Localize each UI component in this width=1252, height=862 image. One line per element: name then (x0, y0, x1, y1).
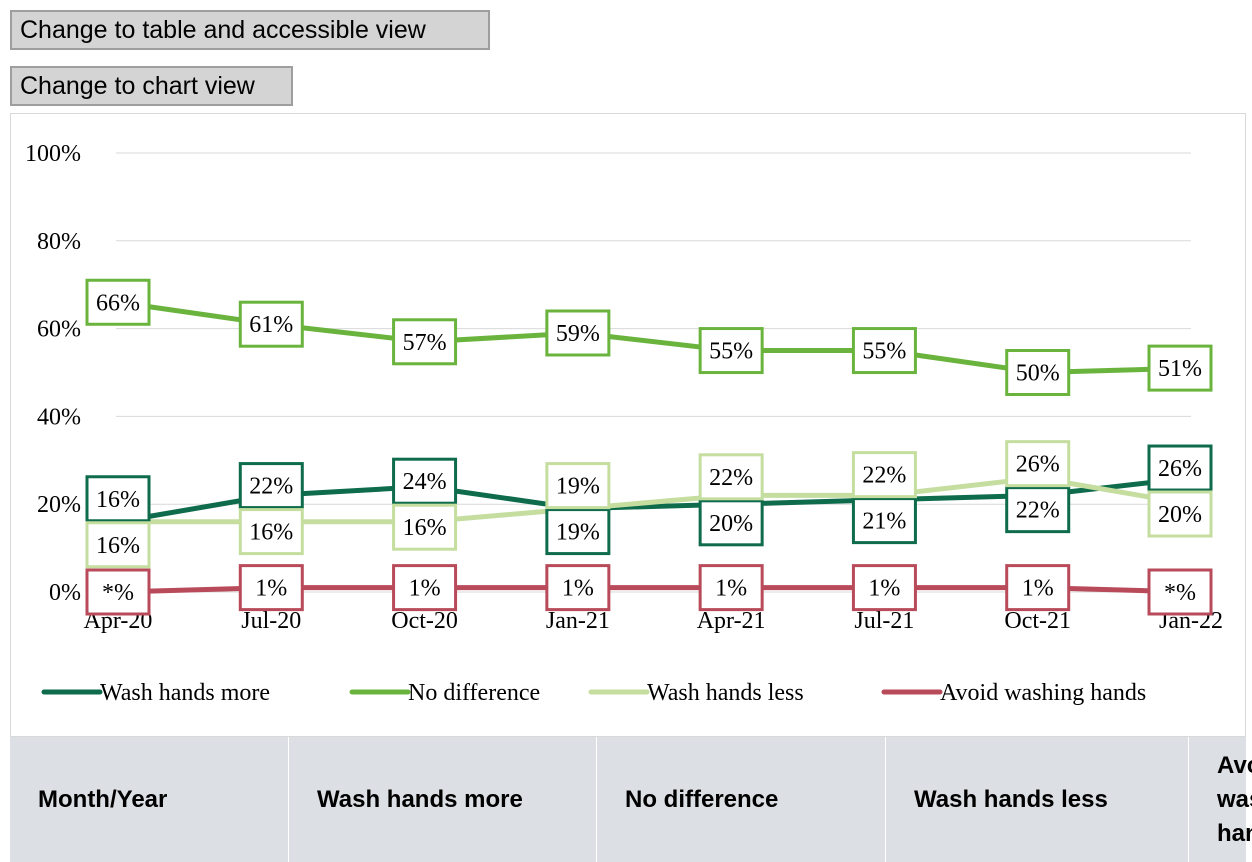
data-label-box (85, 568, 151, 616)
data-label: 1% (255, 576, 287, 602)
data-label-box (1147, 444, 1213, 492)
data-label: 20% (709, 511, 753, 537)
legend-label-avoid-washing-hands: Avoid washing hands (940, 680, 1146, 706)
data-label: 16% (96, 487, 140, 513)
table-header-row: Month/Year Wash hands more No difference… (10, 737, 1252, 862)
data-label: 57% (403, 330, 447, 356)
data-label: 22% (862, 463, 906, 489)
data-label: 19% (556, 520, 600, 546)
data-label-box (238, 462, 304, 510)
data-label-box (698, 564, 764, 612)
data-label-box (1005, 564, 1071, 612)
header-wash-hands-more: Wash hands more (288, 737, 597, 862)
data-label-box (1147, 344, 1213, 392)
x-tick-label: Jan-21 (546, 608, 610, 634)
data-label-box (698, 499, 764, 547)
data-label: 1% (715, 576, 747, 602)
y-tick-label: 100% (25, 141, 81, 167)
data-label: 16% (249, 520, 293, 546)
data-label: 20% (1158, 502, 1202, 528)
data-label-box (851, 564, 917, 612)
x-tick-label: Jul-20 (241, 608, 301, 634)
data-label-box (392, 318, 458, 366)
data-label: 1% (868, 576, 900, 602)
chart-panel: 0% 20% 40% 60% 80% 100% Apr-20 Jul-20 Oct-20 Jan-… (10, 113, 1246, 737)
legend-label-no-difference: No difference (408, 680, 540, 706)
header-month-year: Month/Year (38, 785, 168, 813)
data-label-box (545, 462, 611, 510)
data-label-box (851, 497, 917, 545)
data-label: 1% (1022, 576, 1054, 602)
data-label: *% (1164, 580, 1196, 606)
x-tick-label: Apr-21 (697, 608, 766, 634)
data-label-box (238, 300, 304, 348)
data-label: 16% (403, 515, 447, 541)
legend-label-wash-hands-more: Wash hands more (100, 680, 270, 706)
chart-view-button[interactable]: Change to chart view (10, 66, 293, 106)
data-label-box (698, 453, 764, 501)
data-label: *% (102, 580, 134, 606)
x-tick-label: Oct-21 (1004, 608, 1071, 634)
data-label: 55% (709, 339, 753, 365)
legend-label-wash-hands-less: Wash hands less (647, 680, 804, 706)
data-label-box (545, 564, 611, 612)
data-label-box (392, 457, 458, 505)
data-label: 16% (96, 533, 140, 559)
data-label: 66% (96, 290, 140, 316)
data-table: Month/Year Wash hands more No difference… (10, 737, 1252, 862)
data-label: 55% (862, 339, 906, 365)
data-label-box (392, 564, 458, 612)
data-label-box (1005, 440, 1071, 488)
data-label-box (238, 508, 304, 556)
table-view-button[interactable]: Change to table and accessible view (10, 10, 490, 50)
data-label: 26% (1016, 452, 1060, 478)
data-label-box (238, 564, 304, 612)
data-label: 21% (862, 509, 906, 535)
y-tick-label: 80% (37, 229, 81, 255)
data-label: 50% (1016, 361, 1060, 387)
data-label-box (545, 309, 611, 357)
data-label-box (392, 503, 458, 551)
data-label: 1% (562, 576, 594, 602)
y-tick-label: 40% (37, 404, 81, 430)
line-chart: 0%20%40%60%80%100%Apr-20 Jul-20 Oct-20 Jan-… (25, 141, 1223, 706)
header-no-difference: No difference (596, 737, 886, 862)
data-label-box (85, 475, 151, 523)
data-label: 22% (709, 465, 753, 491)
data-label-box (85, 278, 151, 326)
data-label-box (85, 521, 151, 569)
data-label-box (1147, 490, 1213, 538)
data-label-box (1005, 486, 1071, 534)
data-label: 22% (249, 474, 293, 500)
data-label: 22% (1016, 498, 1060, 524)
data-label: 26% (1158, 456, 1202, 482)
x-tick-label: Jul-21 (854, 608, 914, 634)
y-tick-label: 20% (37, 492, 81, 518)
header-wash-hands-less: Wash hands less (885, 737, 1189, 862)
data-label-box (851, 451, 917, 499)
data-label-box (851, 327, 917, 375)
data-label-box (1005, 349, 1071, 396)
x-tick-label: Oct-20 (391, 608, 458, 634)
data-label-box (545, 508, 611, 556)
data-label: 24% (403, 469, 447, 495)
data-label: 61% (249, 312, 293, 338)
data-label-box (698, 327, 764, 375)
data-label-box (1147, 568, 1213, 616)
y-tick-label: 0% (49, 580, 81, 606)
data-label: 1% (409, 576, 441, 602)
data-label: 59% (556, 321, 600, 347)
header-avoid-washing-hands: Avoid washing hands (1188, 737, 1252, 862)
data-label: 51% (1158, 356, 1202, 382)
y-tick-label: 60% (37, 317, 81, 343)
data-label: 19% (556, 474, 600, 500)
